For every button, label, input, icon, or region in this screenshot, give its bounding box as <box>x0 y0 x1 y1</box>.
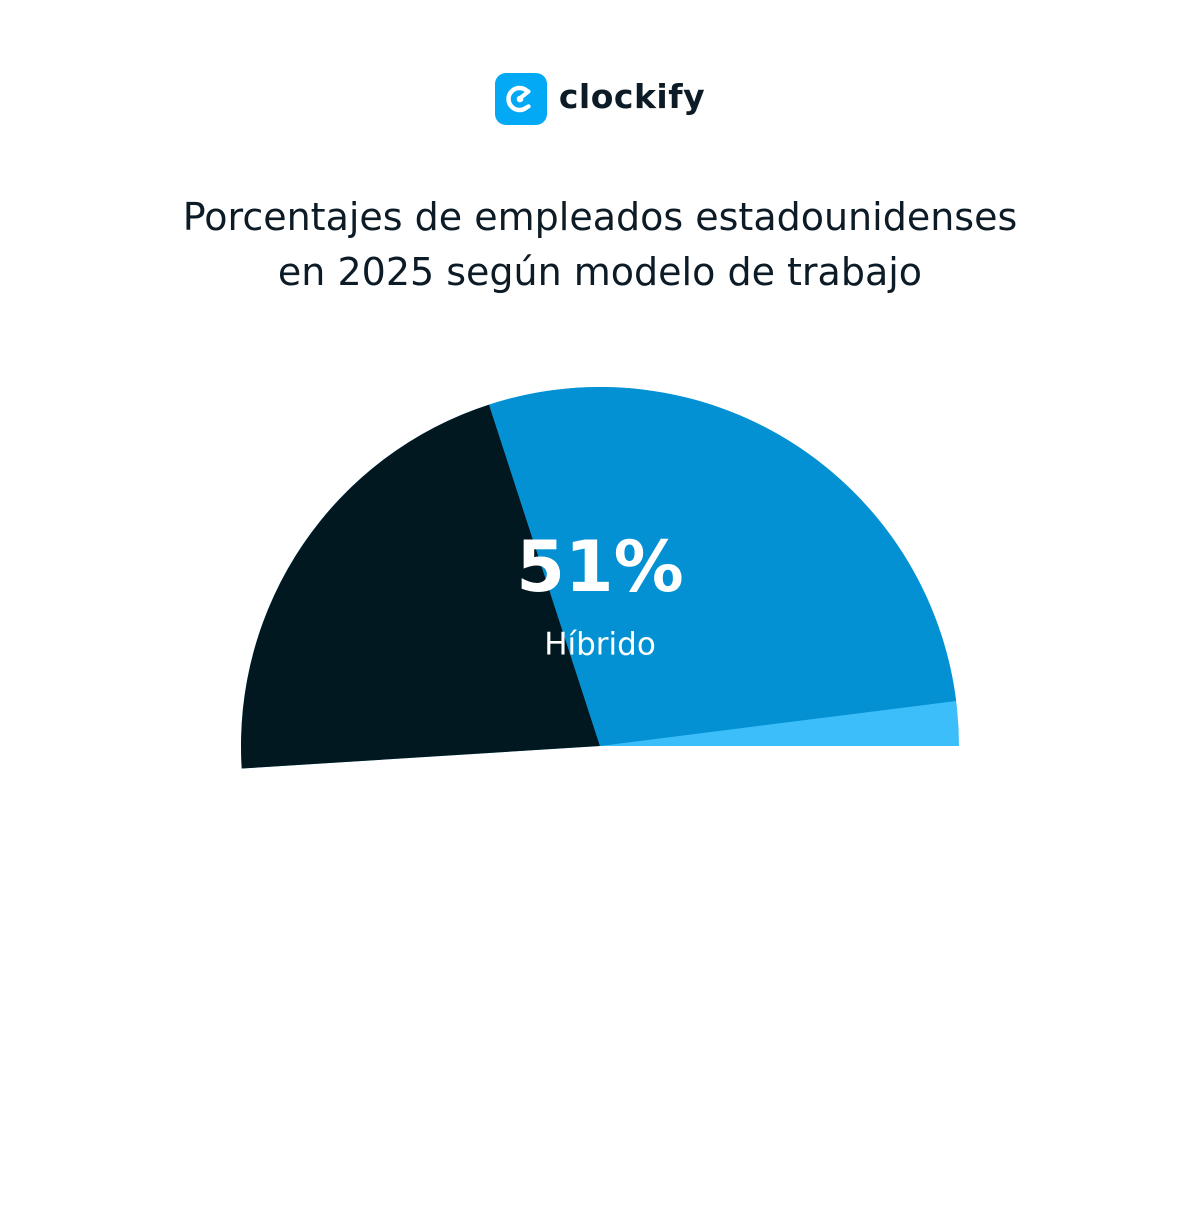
pie-slice-in-situ <box>240 404 600 769</box>
chart-title-line-2: en 2025 según modelo de trabajo <box>277 250 923 294</box>
clockify-logo-icon <box>494 73 547 125</box>
slice-value-label: 28% <box>411 851 579 933</box>
slice-category-label: Remoto <box>435 951 555 987</box>
slice-category-label: Híbrido <box>544 627 656 663</box>
slice-value-label: 51% <box>516 526 684 608</box>
chart-title-line-1: Porcentajes de empleados estadounidenses <box>182 195 1018 239</box>
slice-category-label: In situ <box>733 903 828 939</box>
brand-header: clockify <box>0 72 1200 126</box>
brand-name: clockify <box>558 76 706 116</box>
slice-value-label: 21% <box>697 804 865 886</box>
chart-title: Porcentajes de empleados estadounidenses… <box>40 190 1160 300</box>
pie-slice-remoto <box>489 387 957 746</box>
